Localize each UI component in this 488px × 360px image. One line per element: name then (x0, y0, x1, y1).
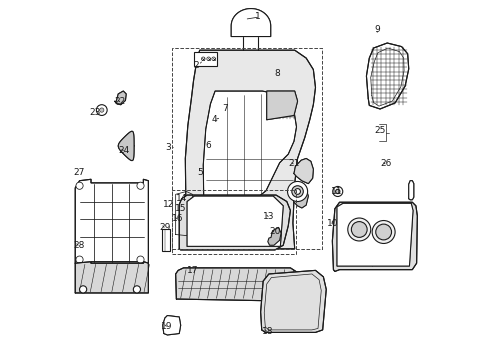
Polygon shape (231, 9, 270, 37)
Text: 16: 16 (172, 214, 183, 223)
Text: 28: 28 (73, 241, 84, 250)
Circle shape (299, 169, 305, 175)
Text: 2: 2 (193, 61, 199, 70)
Circle shape (375, 224, 391, 240)
Text: 23: 23 (89, 108, 101, 117)
Text: 12: 12 (163, 200, 174, 209)
Text: 7: 7 (222, 104, 227, 113)
Polygon shape (408, 181, 413, 200)
Circle shape (96, 105, 107, 116)
Text: 27: 27 (73, 168, 84, 177)
Circle shape (351, 222, 366, 237)
Polygon shape (185, 50, 315, 249)
Text: 10: 10 (326, 219, 338, 228)
Text: 3: 3 (165, 143, 171, 152)
Circle shape (335, 189, 339, 194)
Polygon shape (175, 268, 300, 301)
Circle shape (347, 218, 370, 241)
Polygon shape (266, 91, 297, 120)
Text: 21: 21 (287, 159, 299, 168)
Polygon shape (115, 91, 126, 105)
Text: 14: 14 (176, 194, 187, 203)
Polygon shape (332, 202, 416, 271)
Text: 19: 19 (161, 322, 172, 331)
Polygon shape (260, 270, 325, 332)
Text: 6: 6 (204, 141, 210, 150)
Text: 1: 1 (255, 12, 261, 21)
Circle shape (211, 57, 215, 60)
Circle shape (137, 182, 144, 189)
Polygon shape (75, 179, 148, 265)
Circle shape (201, 57, 204, 60)
Text: 29: 29 (159, 223, 170, 232)
Polygon shape (291, 184, 308, 208)
Circle shape (133, 286, 140, 293)
Circle shape (206, 57, 210, 60)
Polygon shape (179, 195, 290, 250)
Text: 5: 5 (197, 168, 203, 177)
Polygon shape (336, 203, 412, 266)
Circle shape (137, 256, 144, 263)
Polygon shape (75, 262, 148, 293)
Bar (162, 229, 169, 251)
Circle shape (124, 138, 131, 145)
Polygon shape (187, 196, 283, 246)
Circle shape (291, 186, 303, 197)
Text: 4: 4 (211, 114, 217, 123)
Polygon shape (293, 158, 313, 184)
Circle shape (76, 256, 83, 263)
Circle shape (100, 108, 104, 112)
Text: 9: 9 (373, 25, 379, 34)
Circle shape (294, 189, 300, 194)
Text: 24: 24 (118, 146, 129, 155)
Text: 17: 17 (187, 266, 198, 275)
Polygon shape (163, 316, 180, 335)
Text: 22: 22 (115, 97, 126, 106)
Circle shape (332, 186, 342, 197)
Text: 11: 11 (330, 187, 342, 196)
Polygon shape (267, 227, 281, 245)
Text: 20: 20 (268, 228, 280, 237)
Text: 26: 26 (379, 159, 390, 168)
Circle shape (287, 181, 307, 202)
Circle shape (76, 182, 83, 189)
Bar (194, 51, 216, 66)
Circle shape (371, 221, 394, 243)
Text: 13: 13 (263, 212, 274, 221)
Polygon shape (366, 43, 408, 109)
Text: 25: 25 (373, 126, 385, 135)
Text: 15: 15 (174, 204, 186, 213)
Polygon shape (118, 131, 134, 161)
Circle shape (80, 286, 86, 293)
Polygon shape (203, 91, 296, 241)
Text: 8: 8 (273, 69, 279, 78)
Text: 18: 18 (261, 327, 273, 336)
